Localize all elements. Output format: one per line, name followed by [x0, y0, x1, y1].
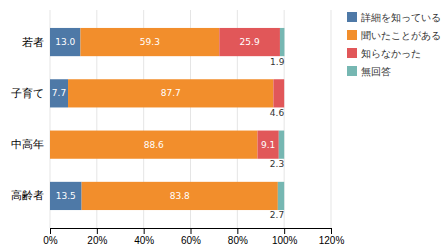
- bar: [50, 28, 80, 56]
- y-tick: 子育て: [11, 87, 44, 99]
- bar: [284, 79, 285, 107]
- x-tick-label: 60%: [181, 235, 201, 246]
- category-label: 子育て: [11, 87, 44, 99]
- bar-series: [50, 28, 82, 210]
- data-label: 25.9: [240, 37, 260, 47]
- x-tick: 20%: [87, 228, 107, 246]
- x-tick: 80%: [228, 228, 248, 246]
- x-tick: 100%: [272, 228, 298, 246]
- grid: [50, 10, 331, 228]
- x-tick-mark: [284, 228, 285, 234]
- x-tick-label: 0%: [43, 235, 58, 246]
- data-label: 2.7: [270, 210, 284, 220]
- legend-label: 聞いたことがある: [361, 30, 441, 41]
- bar-series: [278, 28, 285, 210]
- x-tick: 0%: [43, 228, 58, 246]
- bar: [68, 79, 273, 107]
- bar: [80, 28, 219, 56]
- data-label: 83.8: [170, 191, 190, 201]
- grid-line: [331, 10, 332, 228]
- y-tick: 中高年: [11, 138, 44, 150]
- x-tick-label: 80%: [228, 235, 248, 246]
- y-axis: 若者子育て中高年高齢者: [11, 36, 44, 202]
- data-label: 2.3: [270, 159, 284, 169]
- bar: [257, 131, 278, 159]
- x-tick-mark: [50, 228, 51, 234]
- data-label: 1.9: [270, 57, 285, 67]
- x-tick: 60%: [181, 228, 201, 246]
- bars: [50, 28, 284, 210]
- data-label: 13.0: [55, 37, 75, 47]
- y-tick: 高齢者: [11, 189, 44, 201]
- category-label: 中高年: [11, 138, 44, 150]
- legend-swatch: [347, 48, 357, 58]
- bar: [219, 28, 280, 56]
- data-label: 59.3: [140, 37, 160, 47]
- bar: [279, 131, 284, 159]
- x-tick-label: 120%: [319, 235, 345, 246]
- x-tick-mark: [97, 228, 98, 234]
- category-label: 高齢者: [11, 189, 44, 201]
- x-tick-mark: [331, 228, 332, 234]
- legend-item: 知らなかった: [347, 48, 421, 59]
- x-axis-line: [51, 229, 332, 235]
- category-label: 若者: [22, 36, 44, 48]
- bar: [278, 182, 284, 210]
- x-tick-label: 40%: [134, 235, 154, 246]
- x-tick: 40%: [134, 228, 154, 246]
- legend: 詳細を知っている聞いたことがある知らなかった無回答: [347, 12, 441, 77]
- data-labels: 13.0 7.7 13.5 59.3 87.7 88.6 83.8 25.9 4.6 9.1 1.9…: [52, 37, 285, 220]
- legend-label: 詳細を知っている: [361, 12, 441, 23]
- x-tick-label: 100%: [272, 235, 298, 246]
- data-label: 4.6: [270, 108, 285, 118]
- bar: [50, 79, 68, 107]
- legend-label: 知らなかった: [361, 48, 421, 59]
- data-label: 9.1: [261, 140, 275, 150]
- bar: [273, 79, 284, 107]
- data-label: 88.6: [144, 140, 164, 150]
- data-label: 87.7: [161, 88, 181, 98]
- bar-series: [219, 28, 284, 159]
- legend-item: 聞いたことがある: [347, 30, 441, 41]
- data-label: 7.7: [52, 88, 66, 98]
- legend-swatch: [347, 12, 357, 22]
- legend-item: 無回答: [347, 66, 391, 77]
- legend-swatch: [347, 30, 357, 40]
- legend-swatch: [347, 66, 357, 76]
- y-tick: 若者: [22, 36, 44, 48]
- data-label: 13.5: [56, 191, 76, 201]
- bar: [280, 28, 284, 56]
- bar: [50, 182, 82, 210]
- plot: 0% 20% 40% 60% 80% 100% 120% 若者子育て中高年高齢者 13.0 7.7…: [11, 10, 344, 246]
- x-tick-mark: [191, 228, 192, 234]
- legend-label: 無回答: [361, 66, 391, 77]
- x-tick-mark: [237, 228, 238, 234]
- x-tick-mark: [144, 228, 145, 234]
- x-tick: 120%: [319, 228, 345, 246]
- x-tick-label: 20%: [87, 235, 107, 246]
- legend-item: 詳細を知っている: [347, 12, 441, 23]
- x-axis: 0% 20% 40% 60% 80% 100% 120%: [43, 228, 344, 246]
- chart: 0% 20% 40% 60% 80% 100% 120% 若者子育て中高年高齢者 13.0 7.7…: [0, 0, 443, 252]
- bar: [50, 131, 257, 159]
- bar: [82, 182, 278, 210]
